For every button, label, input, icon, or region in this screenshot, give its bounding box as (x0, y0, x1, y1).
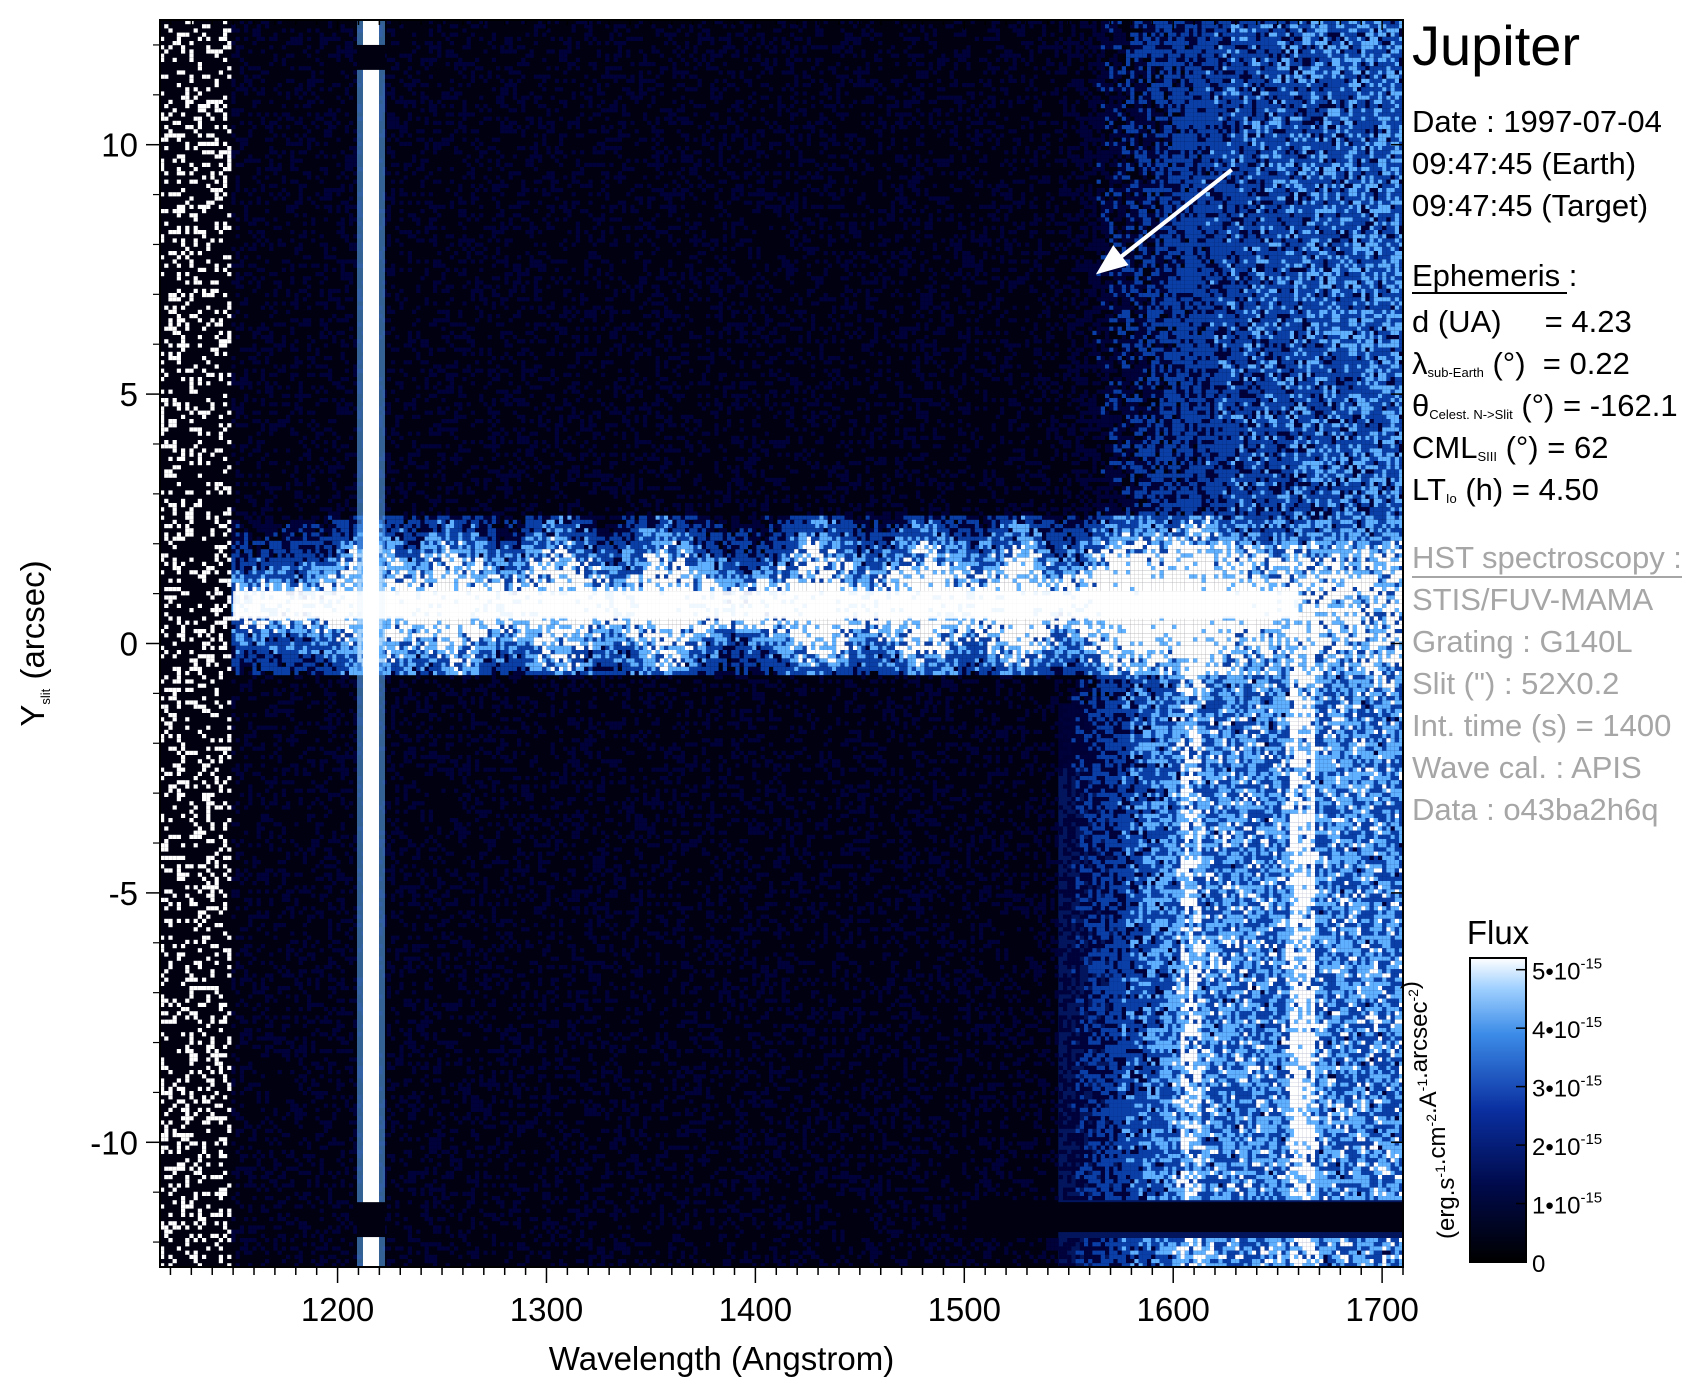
obs-date: Date : 1997-07-04 (1412, 104, 1662, 140)
dark-detector-row (985, 1202, 1403, 1232)
colorbar-tick-label: 4•10-15 (1532, 1014, 1602, 1044)
obs-earth-time: 09:47:45 (Earth) (1412, 146, 1636, 182)
colorbar-tick-label: 2•10-15 (1532, 1131, 1602, 1161)
hst-heading: HST spectroscopy : (1412, 540, 1682, 576)
hst-data-id: Data : o43ba2h6q (1412, 792, 1659, 828)
spectrum-heatmap (160, 20, 1403, 1267)
hst-instrument: STIS/FUV-MAMA (1412, 582, 1653, 618)
colorbar-tick-label: 0 (1532, 1251, 1545, 1278)
ephemeris-row-lt: LTIo (h) = 4.50 (1412, 472, 1599, 517)
ephemeris-heading: Ephemeris : (1412, 258, 1577, 294)
colorbar-units-label: (erg.s-1.cm-2.A-1.arcsec-2) (1397, 981, 1460, 1239)
y-tick-label: -5 (109, 875, 138, 912)
ephemeris-row-distance: d (UA) = 4.23 (1412, 304, 1632, 349)
ephemeris-underline (1412, 292, 1567, 294)
lyman-alpha-gap-bottom (357, 1202, 385, 1237)
hst-underline (1412, 576, 1682, 578)
x-axis-label: Wavelength (Angstrom) (549, 1340, 894, 1377)
colorbar-gradient (1470, 958, 1526, 1262)
target-title: Jupiter (1412, 14, 1580, 78)
ephemeris-row-latitude: λsub-Earth (°) = 0.22 (1412, 346, 1630, 391)
colorbar-tick-label: 3•10-15 (1532, 1073, 1602, 1103)
colorbar-tick-label: 1•10-15 (1532, 1190, 1602, 1220)
lyman-alpha-gap-top (357, 45, 385, 70)
x-tick-label: 1500 (928, 1291, 1001, 1328)
ephemeris-row-cml: CMLSIII (°) = 62 (1412, 430, 1608, 475)
lyman-alpha-line (363, 20, 379, 1267)
obs-target-time: 09:47:45 (Target) (1412, 188, 1648, 224)
y-axis-label: Yslit (arcsec) (14, 560, 53, 726)
flux-colorbar: Flux 0 1•10-15 2•10-15 3•10-15 4•10-15 5•10-15… (1397, 914, 1602, 1278)
x-tick-label: 1300 (510, 1291, 583, 1328)
y-tick-label: 10 (101, 127, 138, 164)
hst-wave-cal: Wave cal. : APIS (1412, 750, 1642, 786)
colorbar-title: Flux (1467, 914, 1530, 951)
hst-grating: Grating : G140L (1412, 624, 1633, 660)
hst-int-time: Int. time (s) = 1400 (1412, 708, 1671, 744)
ephemeris-row-angle: θCelest. N->Slit (°) = -162.1 (1412, 388, 1678, 433)
hst-slit: Slit (") : 52X0.2 (1412, 666, 1619, 702)
planet-continuum-core (233, 591, 1298, 618)
colorbar-tick-label: 5•10-15 (1532, 956, 1602, 986)
x-tick-label: 1400 (719, 1291, 792, 1328)
x-tick-label: 1600 (1136, 1291, 1209, 1328)
x-tick-label: 1700 (1345, 1291, 1418, 1328)
y-tick-label: 5 (120, 376, 138, 413)
x-tick-label: 1200 (301, 1291, 374, 1328)
y-tick-label: 0 (120, 626, 138, 663)
y-tick-label: -10 (90, 1124, 138, 1161)
